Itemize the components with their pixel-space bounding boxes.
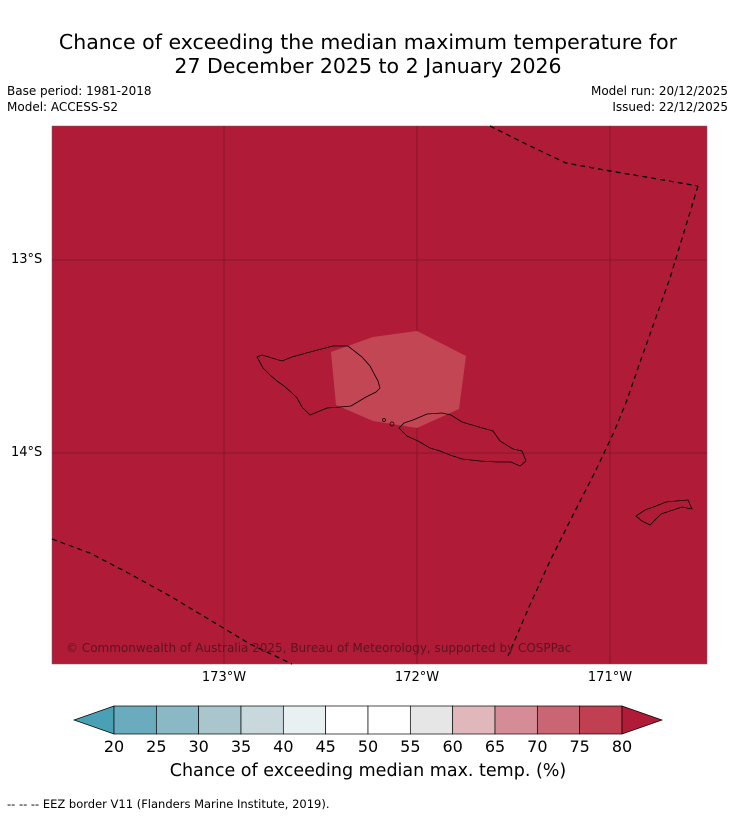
title-line-1: Chance of exceeding the median maximum t… — [58, 30, 678, 54]
colorbar-tick-label: 30 — [188, 737, 209, 756]
meta-right: Model run: 20/12/2025 Issued: 22/12/2025 — [591, 83, 728, 115]
lon-label-173w: 173°W — [201, 670, 247, 685]
eez-legend-footer: -- -- -- EEZ border V11 (Flanders Marine… — [7, 797, 330, 811]
colorbar-segment — [367, 705, 411, 735]
savaii-island — [256, 345, 381, 416]
lat-label-13s: 13°S — [11, 252, 43, 267]
colorbar-segment — [282, 705, 327, 735]
model-run: Model run: 20/12/2025 — [590, 84, 728, 98]
colorbar-segment — [494, 705, 538, 735]
issued-date: Issued: 22/12/2025 — [612, 100, 728, 114]
colorbar-tick-label: 70 — [527, 737, 548, 756]
colorbar-label: Chance of exceeding median max. temp. (%… — [169, 761, 567, 781]
colorbar-segment — [579, 705, 623, 735]
eez-borders — [51, 125, 699, 665]
model-name: Model: ACCESS-S2 — [7, 100, 119, 114]
lon-label-172w: 172°W — [394, 670, 440, 685]
colorbar-segment — [409, 705, 454, 735]
colorbar-segments — [72, 705, 664, 735]
tutuila-island — [635, 499, 693, 526]
colorbar-tick-label: 50 — [357, 737, 379, 756]
colorbar-tick-label: 65 — [484, 737, 506, 756]
chart-title: Chance of exceeding the median maximum t… — [0, 30, 736, 78]
colorbar-arrow-low — [72, 705, 115, 735]
lon-label-171w: 171°W — [587, 670, 633, 685]
colorbar-segment — [155, 705, 200, 735]
colorbar-tick-label: 45 — [315, 737, 336, 756]
colorbar-tick-label: 55 — [400, 737, 421, 756]
colorbar-segment — [536, 705, 581, 735]
colorbar-segment — [240, 705, 284, 735]
base-period: Base period: 1981-2018 — [7, 84, 152, 98]
copyright-notice: © Commonwealth of Australia 2025, Bureau… — [66, 641, 572, 655]
apolima-islet — [389, 421, 395, 427]
colorbar-segment — [113, 705, 157, 735]
colorbar-tick-label: 60 — [442, 737, 463, 756]
eez-border-southwest — [51, 538, 293, 665]
colorbar-arrow-high — [621, 705, 664, 735]
title-line-2: 27 December 2025 to 2 January 2026 — [174, 54, 562, 78]
colorbar-tick-label: 80 — [611, 737, 633, 756]
colorbar-segment — [198, 705, 242, 735]
lower-probability-region — [331, 331, 466, 428]
colorbar-tick-label: 40 — [273, 737, 294, 756]
colorbar-tick-label: 35 — [230, 737, 252, 756]
manono-islet — [382, 418, 386, 422]
map-panel — [51, 125, 708, 665]
map-gridlines — [52, 126, 707, 664]
upolu-island — [398, 412, 527, 467]
meta-left: Base period: 1981-2018 Model: ACCESS-S2 — [7, 83, 152, 115]
colorbar-tick-label: 25 — [146, 737, 167, 756]
colorbar-tick-label: 20 — [103, 737, 125, 756]
colorbar-segment — [452, 705, 496, 735]
colorbar-tick-label: 75 — [569, 737, 590, 756]
lat-label-14s: 14°S — [11, 445, 43, 460]
colorbar-segment — [325, 705, 369, 735]
